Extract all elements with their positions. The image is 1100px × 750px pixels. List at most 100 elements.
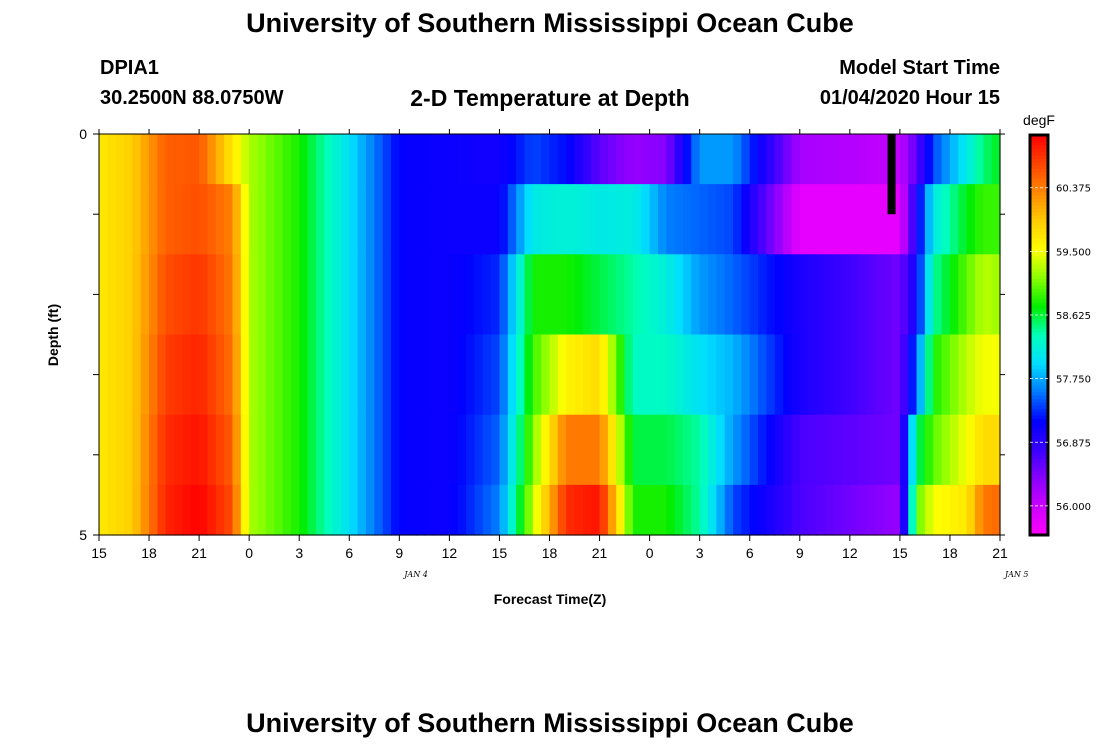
heatmap-cell [449, 184, 459, 255]
heatmap-cell [399, 484, 409, 536]
x-axis-label: Forecast Time(Z) [494, 591, 607, 607]
heatmap-cell [240, 414, 250, 486]
heatmap-cell [541, 134, 551, 185]
heatmap-cell [666, 484, 676, 536]
heatmap-cell [382, 334, 392, 416]
heatmap-cell [382, 184, 392, 255]
heatmap-cell [699, 484, 709, 536]
heatmap-cell [774, 134, 784, 185]
heatmap-cell [140, 414, 150, 486]
heatmap-cell [599, 414, 609, 486]
heatmap-cell [582, 414, 592, 486]
heatmap-cell [599, 134, 609, 185]
heatmap-cell [808, 414, 818, 486]
colorbar-segment [1030, 498, 1048, 503]
heatmap-cell [340, 484, 350, 536]
heatmap-cell [708, 414, 717, 486]
heatmap-cell [749, 134, 759, 185]
heatmap-cell [499, 484, 509, 536]
heatmap-cell [174, 254, 184, 336]
heatmap-cell [941, 414, 951, 486]
heatmap-cell [332, 134, 342, 185]
heatmap-cell [207, 184, 217, 255]
heatmap-cell [724, 334, 734, 416]
heatmap-cell [899, 334, 909, 416]
heatmap-cell [966, 184, 976, 255]
heatmap-cell [157, 484, 167, 536]
heatmap-cell [666, 254, 676, 336]
heatmap-cell [791, 254, 801, 336]
heatmap-cell [966, 414, 976, 486]
heatmap-cell [908, 184, 918, 255]
heatmap-cell [891, 334, 901, 416]
heatmap-cell [516, 134, 526, 185]
heatmap-cell [357, 484, 367, 536]
heatmap-cell [249, 414, 259, 486]
heatmap-cell [699, 334, 709, 416]
heatmap-cell [674, 484, 684, 536]
heatmap-cell [607, 254, 617, 336]
heatmap-cell [949, 254, 959, 336]
heatmap-cell [124, 134, 133, 185]
heatmap-cell [824, 254, 834, 336]
heatmap-cell [199, 134, 209, 185]
heatmap-cell [249, 484, 259, 536]
heatmap-cell [541, 414, 551, 486]
heatmap-cell [474, 134, 484, 185]
colorbar-segment [1030, 325, 1048, 329]
heatmap-cell [107, 184, 117, 255]
heatmap-cell [824, 134, 834, 185]
heatmap-cell [666, 184, 676, 255]
heatmap-cell [149, 414, 158, 486]
heatmap-cell [482, 184, 492, 255]
heatmap-cell [491, 484, 501, 536]
heatmap-cell [691, 254, 701, 336]
heatmap-cell [908, 414, 918, 486]
colorbar-segment [1030, 251, 1048, 256]
heatmap-cell [274, 184, 284, 255]
heatmap-cell [357, 134, 367, 185]
colorbar-label: 59.500 [1056, 247, 1091, 258]
heatmap-cell [140, 134, 150, 185]
heatmap-cell [482, 134, 492, 185]
heatmap-cell [332, 414, 342, 486]
heatmap-cell [307, 334, 317, 416]
heatmap-cell [933, 184, 943, 255]
heatmap-cell [124, 254, 133, 336]
heatmap-cell [824, 184, 834, 255]
heatmap-cell [724, 134, 734, 185]
colorbar-segment [1030, 345, 1048, 349]
heatmap-cell [365, 134, 375, 185]
heatmap-cell [541, 254, 551, 336]
heatmap-cell [691, 414, 701, 486]
heatmap-cell [390, 254, 400, 336]
heatmap-cell [274, 334, 284, 416]
colorbar-segment [1030, 468, 1048, 473]
heatmap-cell [941, 184, 951, 255]
colorbar-segment [1030, 515, 1048, 519]
colorbar-segment [1030, 488, 1048, 493]
heatmap-cell [733, 334, 742, 416]
heatmap-cell [432, 484, 442, 536]
heatmap-cell [107, 484, 117, 536]
x-axis-ticks: 15 18 21 0 3 6 9 12 15 18 21 0 3 6 9 12 15 18 21 JAN 4 JAN 5… [91, 129, 1028, 579]
heatmap-cell [791, 134, 801, 185]
heatmap-cell [991, 134, 1001, 185]
heatmap-cell [115, 334, 125, 416]
heatmap-cell [883, 484, 893, 536]
heatmap-cell [457, 134, 467, 185]
heatmap-cell [257, 254, 267, 336]
heatmap-cell [516, 184, 526, 255]
heatmap-cell [741, 484, 751, 536]
heatmap-cell [524, 184, 534, 255]
x-tick-label: 15 [492, 545, 508, 561]
heatmap-cell [482, 484, 492, 536]
heatmap-cell [482, 254, 492, 336]
heatmap-cell [933, 254, 943, 336]
heatmap-cell [441, 484, 450, 536]
heatmap-cell [591, 334, 601, 416]
heatmap-cell [924, 134, 934, 185]
heatmap-cell [758, 334, 767, 416]
heatmap-cell [324, 254, 334, 336]
heatmap-cell [624, 254, 634, 336]
